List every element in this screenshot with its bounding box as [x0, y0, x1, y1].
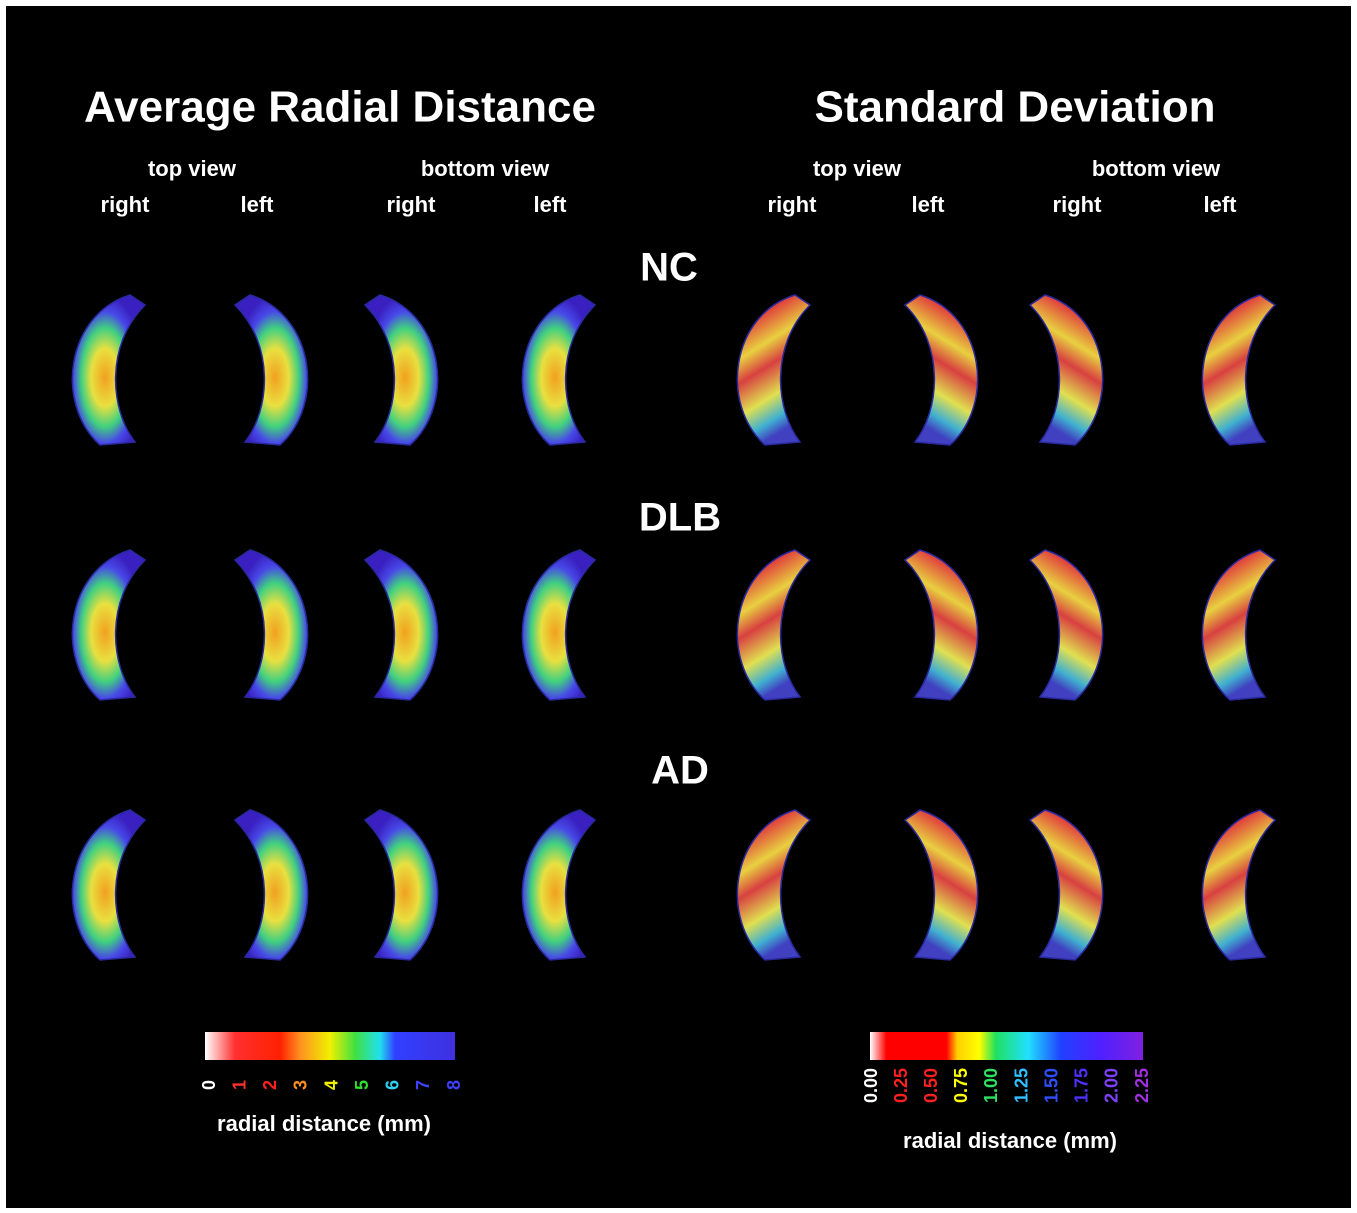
group-label: AD — [651, 749, 709, 793]
side-label: left — [241, 192, 275, 217]
page: Average Radial Distance top view right left… — [0, 0, 1357, 1213]
group-label: DLB — [639, 496, 721, 540]
colorbar-tick-label: 1.50 — [1041, 1068, 1061, 1103]
side-label: left — [534, 192, 568, 217]
figure: Average Radial Distance top view right left… — [0, 0, 1357, 1213]
view-label: top view — [148, 156, 237, 181]
panel-title: Average Radial Distance — [84, 83, 596, 132]
colorbar-tick-label: 0.75 — [951, 1068, 971, 1103]
view-label: bottom view — [1092, 156, 1221, 181]
colorbar-tick-label: 1.75 — [1072, 1068, 1092, 1103]
view-label: top view — [813, 156, 902, 181]
background — [6, 6, 1351, 1208]
colorbar-tick-label: 6 — [383, 1080, 403, 1090]
colorbar-tick-label: 1 — [229, 1080, 249, 1090]
group-label: NC — [640, 246, 698, 290]
side-label: right — [101, 192, 151, 217]
side-label: left — [912, 192, 946, 217]
colorbar — [870, 1032, 1143, 1060]
colorbar-tick-label: 0 — [199, 1080, 219, 1090]
colorbar — [205, 1032, 455, 1060]
view-label: bottom view — [421, 156, 550, 181]
colorbar-tick-label: 0.25 — [891, 1068, 911, 1103]
colorbar-tick-label: 4 — [321, 1080, 341, 1090]
panel-title: Standard Deviation — [815, 83, 1216, 132]
side-label: right — [387, 192, 437, 217]
colorbar-tick-label: 0.50 — [921, 1068, 941, 1103]
colorbar-tick-label: 3 — [291, 1080, 311, 1090]
colorbar-tick-label: 2 — [260, 1080, 280, 1090]
colorbar-tick-label: 8 — [444, 1080, 464, 1090]
side-label: left — [1204, 192, 1238, 217]
side-label: right — [1053, 192, 1103, 217]
colorbar-tick-label: 2.00 — [1102, 1068, 1122, 1103]
colorbar-label: radial distance (mm) — [903, 1128, 1117, 1153]
colorbar-tick-label: 5 — [352, 1080, 372, 1090]
colorbar-tick-label: 7 — [413, 1080, 433, 1090]
colorbar-tick-label: 1.00 — [981, 1068, 1001, 1103]
colorbar-tick-label: 2.25 — [1132, 1068, 1152, 1103]
side-label: right — [768, 192, 818, 217]
colorbar-tick-label: 0.00 — [861, 1068, 881, 1103]
colorbar-label: radial distance (mm) — [217, 1111, 431, 1136]
colorbar-tick-label: 1.25 — [1011, 1068, 1031, 1103]
